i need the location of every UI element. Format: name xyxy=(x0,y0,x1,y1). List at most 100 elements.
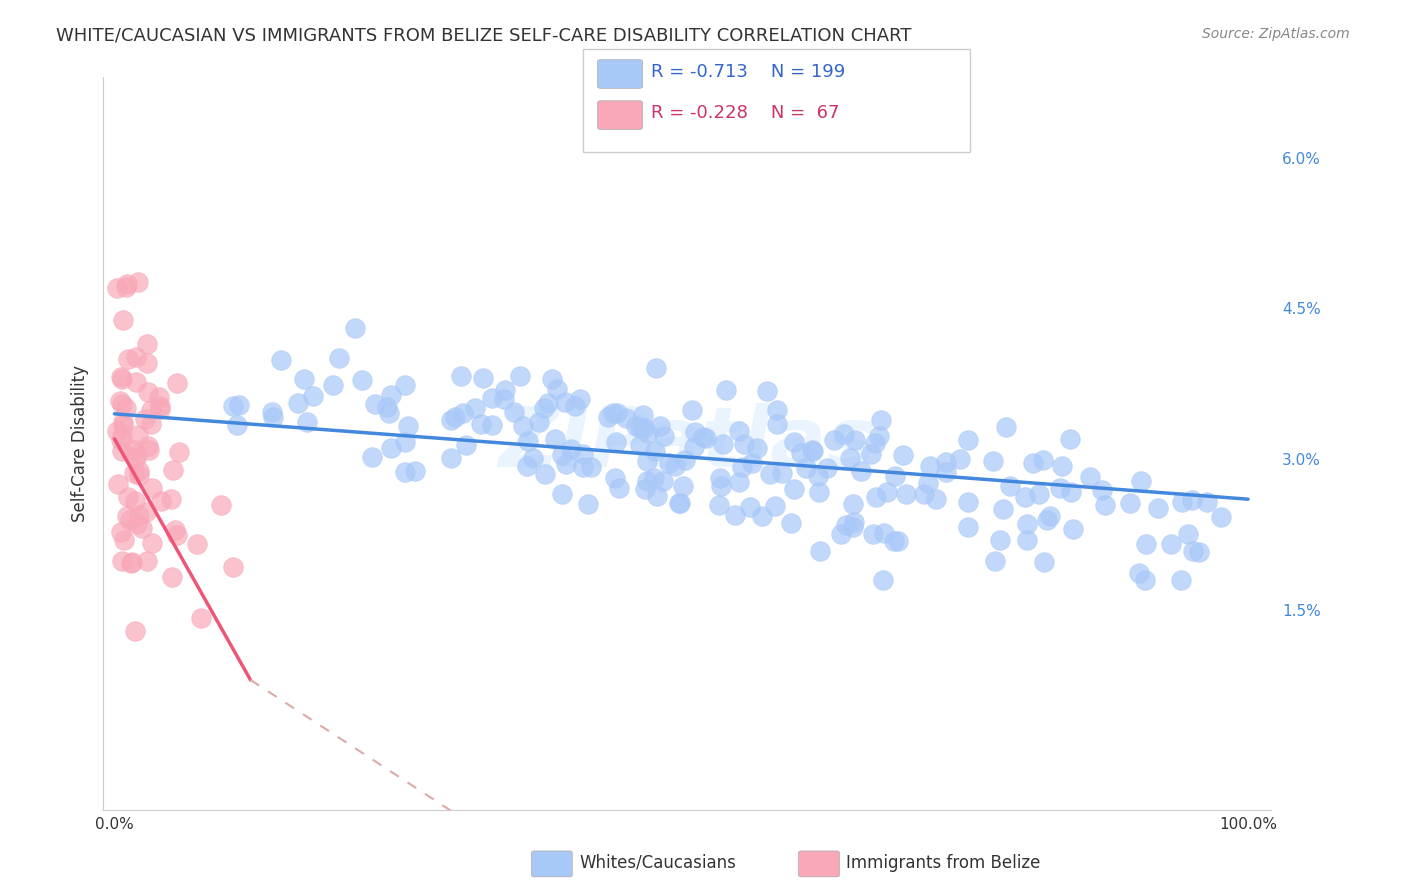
Point xyxy=(110,393,132,408)
Point xyxy=(823,433,845,447)
Point xyxy=(794,460,817,475)
Point xyxy=(138,385,160,400)
Point xyxy=(1062,522,1084,536)
Point xyxy=(115,277,138,292)
Point xyxy=(404,465,426,479)
Point xyxy=(1028,486,1050,500)
Point xyxy=(1032,453,1054,467)
Point xyxy=(260,404,283,418)
Point xyxy=(141,481,163,495)
Point xyxy=(636,454,658,468)
Point xyxy=(110,524,132,539)
Point xyxy=(644,443,666,458)
Point xyxy=(1049,481,1071,495)
Point xyxy=(628,420,651,434)
Point xyxy=(606,406,628,420)
Point xyxy=(166,376,188,390)
Point xyxy=(364,397,387,411)
Point xyxy=(322,377,344,392)
Point xyxy=(844,515,866,529)
Point xyxy=(1128,566,1150,580)
Point xyxy=(135,504,157,518)
Point xyxy=(111,554,134,568)
Point xyxy=(870,413,893,427)
Point xyxy=(862,526,884,541)
Point xyxy=(1147,500,1170,515)
Point xyxy=(394,435,416,450)
Point xyxy=(134,412,156,426)
Text: Immigrants from Belize: Immigrants from Belize xyxy=(846,854,1040,871)
Point xyxy=(995,419,1018,434)
Point xyxy=(111,415,134,429)
Point xyxy=(128,468,150,483)
Point xyxy=(1059,485,1081,500)
Point xyxy=(830,526,852,541)
Point xyxy=(1052,458,1074,473)
Point xyxy=(981,454,1004,468)
Point xyxy=(626,418,648,433)
Point xyxy=(127,275,149,289)
Point xyxy=(631,408,654,422)
Text: Whites/Caucasians: Whites/Caucasians xyxy=(579,854,737,871)
Point xyxy=(815,460,838,475)
Point xyxy=(733,436,755,450)
Point xyxy=(361,450,384,464)
Point xyxy=(673,452,696,467)
Point xyxy=(378,406,401,420)
Point xyxy=(669,496,692,510)
Point xyxy=(128,508,150,523)
Point xyxy=(849,464,872,478)
Point xyxy=(956,520,979,534)
Point xyxy=(453,406,475,420)
Point xyxy=(692,430,714,444)
Point xyxy=(637,425,659,440)
Point xyxy=(112,533,135,547)
Text: WHITE/CAUCASIAN VS IMMIGRANTS FROM BELIZE SELF-CARE DISABILITY CORRELATION CHART: WHITE/CAUCASIAN VS IMMIGRANTS FROM BELIZ… xyxy=(56,27,911,45)
Point xyxy=(302,389,325,403)
Point xyxy=(1078,470,1101,484)
Point xyxy=(842,497,865,511)
Point xyxy=(751,508,773,523)
Point xyxy=(683,425,706,439)
Point xyxy=(614,411,637,425)
Point xyxy=(658,457,681,471)
Point xyxy=(710,478,733,492)
Point xyxy=(136,439,159,453)
Point xyxy=(131,520,153,534)
Point xyxy=(803,444,825,458)
Point xyxy=(396,418,419,433)
Y-axis label: Self-Care Disability: Self-Care Disability xyxy=(72,366,89,523)
Point xyxy=(135,337,157,351)
Point xyxy=(783,483,806,497)
Point xyxy=(634,482,657,496)
Point xyxy=(896,486,918,500)
Point xyxy=(835,518,858,533)
Point xyxy=(800,443,823,458)
Point xyxy=(755,384,778,398)
Point xyxy=(527,415,550,429)
Point xyxy=(1209,509,1232,524)
Point xyxy=(579,460,602,475)
Point xyxy=(707,498,730,512)
Point xyxy=(481,391,503,405)
Point xyxy=(136,554,159,568)
Point xyxy=(765,417,787,431)
Point xyxy=(645,489,668,503)
Point xyxy=(912,487,935,501)
Point xyxy=(1160,537,1182,551)
Point xyxy=(125,448,148,462)
Point xyxy=(125,451,148,466)
Point xyxy=(1170,573,1192,587)
Point xyxy=(554,395,576,409)
Point xyxy=(169,445,191,459)
Point xyxy=(578,497,600,511)
Point xyxy=(450,369,472,384)
Point xyxy=(695,431,717,445)
Point xyxy=(454,437,477,451)
Point xyxy=(128,465,150,479)
Point xyxy=(105,425,128,439)
Point xyxy=(832,426,855,441)
Text: ZIPatlas: ZIPatlas xyxy=(498,403,876,484)
Point xyxy=(522,451,544,466)
Point xyxy=(602,406,624,420)
